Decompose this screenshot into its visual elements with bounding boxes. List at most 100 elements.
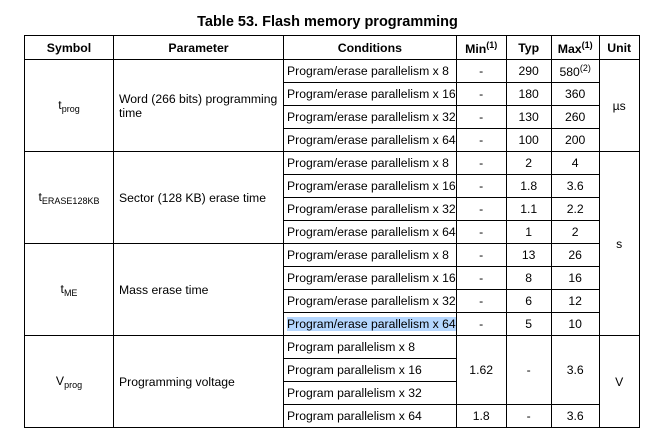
header-typ: Typ [505,35,552,60]
max-cell: 260 [550,105,600,129]
symbol-main: t [58,97,62,112]
parameter-tme: Mass erase time [113,243,284,336]
typ-cell: 180 [505,82,552,106]
typ-cell: 1 [505,220,552,244]
header-parameter: Parameter [113,35,284,60]
unit-seconds: s [598,151,640,336]
condition-cell: Program/erase parallelism x 16 [283,174,457,198]
max-value: 580 [559,65,580,79]
min-cell: - [455,243,507,267]
min-cell: - [455,151,507,175]
typ-cell: 1.8 [505,174,552,198]
typ-cell: 13 [505,243,552,267]
min-cell: - [455,105,507,129]
symbol-main: t [38,189,42,204]
table-row: tERASE128KB Sector (128 KB) erase time P… [24,151,640,336]
condition-cell: Program/erase parallelism x 16 [283,266,457,290]
table-row: tME Mass erase time Program/erase parall… [24,243,640,336]
condition-cell: Program/erase parallelism x 32 [283,197,457,221]
min-cell: - [455,82,507,106]
condition-cell: Program/erase parallelism x 64 [283,128,457,152]
min-cell: 1.62 [455,335,507,405]
table-row: Program parallelism x 16 [25,358,640,382]
table-row: Program/erase parallelism x 32 - 6 12 [25,289,640,313]
min-cell: - [455,59,507,83]
typ-cell: 6 [505,289,552,313]
min-cell: - [455,128,507,152]
symbol-sub: ERASE128KB [41,195,100,206]
max-cell: 2.2 [550,197,600,221]
symbol-tme: tME [24,243,114,336]
typ-cell: 5 [505,312,552,336]
parameter-tprog: Word (266 bits) programming time [113,59,284,152]
max-cell: 12 [550,289,600,313]
symbol-sub: ME [63,287,78,298]
parameter-vprog: Programming voltage [113,335,284,428]
condition-cell: Program/erase parallelism x 64 [283,220,457,244]
table-row: Program/erase parallelism x 64 - 1 2 [25,220,640,244]
condition-cell: Program parallelism x 8 [283,335,457,359]
condition-cell: Program parallelism x 32 [283,381,457,405]
header-row: Symbol Parameter Conditions Min(1) Typ M… [24,35,640,60]
condition-cell: Program/erase parallelism x 8 [283,59,457,83]
max-cell: 10 [550,312,600,336]
condition-cell: Program/erase parallelism x 8 [283,151,457,175]
max-cell: 3.6 [550,404,600,428]
typ-cell: - [505,404,552,428]
typ-cell: 8 [505,266,552,290]
min-cell: - [455,312,507,336]
table-row: Program/erase parallelism x 64 - 100 200 [25,128,640,152]
min-cell: - [455,174,507,198]
table-row: Program/erase parallelism x 32 - 130 260 [25,105,640,129]
symbol-sub: prog [64,379,83,390]
header-unit: Unit [598,35,640,60]
typ-cell: 130 [505,105,552,129]
max-cell: 200 [550,128,600,152]
table-row: tprog Word (266 bits) programming time P… [24,59,640,152]
selected-text[interactable]: Program/erase parallelism x 64 [287,317,456,331]
max-cell: 16 [550,266,600,290]
table-title: Table 53. Flash memory programming [197,14,458,30]
header-symbol: Symbol [24,35,114,60]
symbol-main: V [55,373,65,388]
flash-programming-table: Symbol Parameter Conditions Min(1) Typ M… [24,35,640,428]
table-row: Program/erase parallelism x 16 - 8 16 [25,266,640,290]
max-cell: 2 [550,220,600,244]
header-conditions: Conditions [283,35,457,60]
unit-tprog: µs [598,59,640,152]
condition-cell: Program/erase parallelism x 8 [283,243,457,267]
condition-cell: Program/erase parallelism x 32 [283,289,457,313]
max-cell: 3.6 [550,335,600,405]
parameter-terase: Sector (128 KB) erase time [113,151,284,244]
condition-cell-highlighted[interactable]: Program/erase parallelism x 64 [283,312,457,336]
condition-cell: Program parallelism x 16 [283,358,457,382]
max-cell: 360 [550,82,600,106]
max-cell: 26 [550,243,600,267]
table-row: Program/erase parallelism x 16 - 180 360 [25,82,640,106]
symbol-sub: prog [61,103,80,114]
typ-cell: 1.1 [505,197,552,221]
min-cell: - [455,220,507,244]
unit-volts: V [598,335,640,428]
max-cell: 4 [550,151,600,175]
table-row: Vprog Programming voltage Program parall… [24,335,640,428]
table-row: Program/erase parallelism x 16 - 1.8 3.6 [25,174,640,198]
typ-cell: 2 [505,151,552,175]
min-cell: - [455,197,507,221]
min-cell: - [455,289,507,313]
typ-cell: 290 [505,59,552,83]
header-max-label: Max [557,41,582,56]
header-min-note: (1) [486,39,498,50]
header-max-note: (1) [581,39,593,50]
table-row: Program/erase parallelism x 32 - 1.1 2.2 [25,197,640,221]
symbol-tprog: tprog [24,59,114,152]
header-min-label: Min [465,41,487,56]
condition-cell: Program parallelism x 64 [283,404,457,428]
table-row: Program parallelism x 64 1.8 - 3.6 [25,404,640,428]
max-cell: 580(2) [550,59,600,83]
condition-cell: Program/erase parallelism x 32 [283,105,457,129]
symbol-terase: tERASE128KB [24,151,114,244]
header-min: Min(1) [455,35,507,60]
max-note: (2) [579,63,591,73]
typ-cell: - [505,335,552,405]
